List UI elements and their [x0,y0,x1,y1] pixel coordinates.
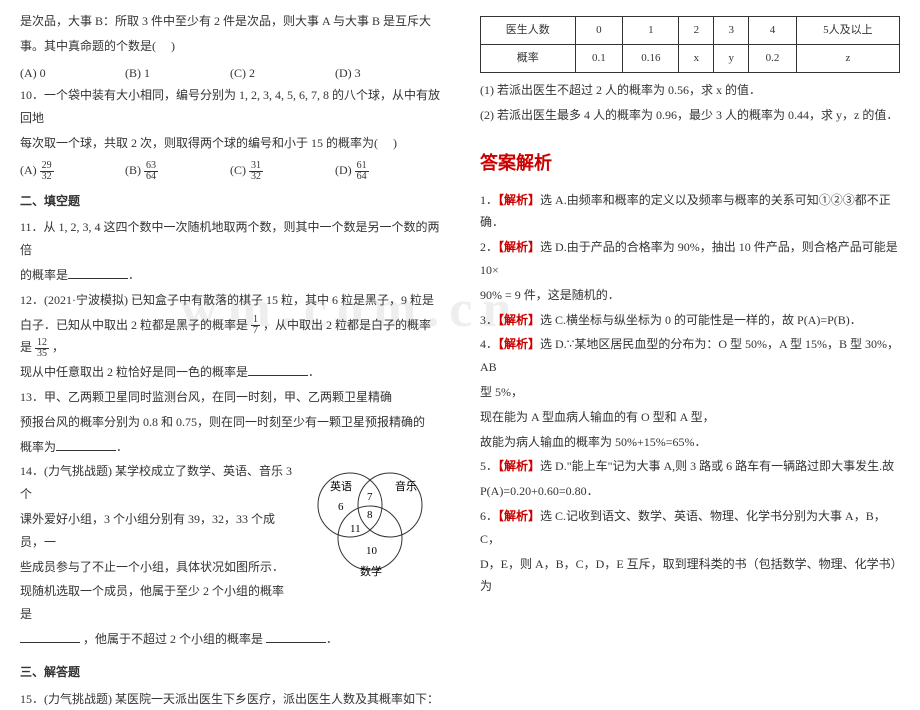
q-intro-line2: 事。其中真命题的个数是( ) [20,35,440,58]
q15-sub1: (1) 若派出医生不超过 2 人的概率为 0.56，求 x 的值． [480,79,900,102]
venn-diagram: 英语 音乐 数学 6 7 8 11 10 [300,460,440,580]
table-cell: 5人及以上 [796,17,899,45]
q10-options: (A) 2932 (B) 6364 (C) 3132 (D) 6164 [20,159,440,182]
q13-line2: 预报台风的概率分别为 0.8 和 0.75，则在同一时刻至少有一颗卫星预报精确的 [20,411,440,434]
q10-line1: 10．一个袋中装有大小相同，编号分别为 1, 2, 3, 4, 5, 6, 7,… [20,84,440,130]
answer-4-l4: 故能为病人输血的概率为 50%+15%=65%． [480,431,900,454]
table-cell: 1 [623,17,679,45]
svg-text:10: 10 [366,545,378,557]
left-column: 是次品，大事 B：所取 3 件中至少有 2 件是次品，则大事 A 与大事 B 是… [0,0,460,651]
venn-label-right: 音乐 [395,479,417,493]
q13-line1: 13．甲、乙两颗卫星同时监测台风，在同一时刻，甲、乙两颗卫星精确 [20,386,440,409]
answer-1: 1．【解析】选 A.由频率和概率的定义以及频率与概率的关系可知①②③都不正确． [480,189,900,235]
blank-field [20,629,80,643]
answer-4-l2: 型 5%， [480,381,900,404]
option-a: (A) 0 [20,62,125,85]
blank-field [266,629,326,643]
fill-blank-header: 二、填空题 [20,190,440,213]
table-cell: x [679,44,714,72]
blank-field [68,265,128,279]
q10-opt-b: (B) 6364 [125,159,230,182]
q10-c-label: (C) [230,163,246,177]
svg-text:8: 8 [367,509,373,521]
answer-header: 答案解析 [480,146,900,180]
table-row: 概率 0.1 0.16 x y 0.2 z [481,44,900,72]
table-cell: 医生人数 [481,17,576,45]
answer-4-l1: 4．【解析】选 D.∵某地区居民血型的分布为：O 型 50%，A 型 15%，B… [480,333,900,379]
q11-line2: 的概率是． [20,264,440,287]
table-cell: y [714,44,749,72]
q10-opt-d: (D) 6164 [335,159,440,182]
fraction: 1235 [35,338,49,359]
q10-opt-a: (A) 2932 [20,159,125,182]
q14-block: 英语 音乐 数学 6 7 8 11 10 14．(力气挑战题) 某学校成立了数学… [20,460,440,652]
option-d: (D) 3 [335,62,440,85]
venn-label-left: 英语 [330,479,352,493]
q10-a-label: (A) [20,163,37,177]
table-cell: z [796,44,899,72]
q10-b-label: (B) [125,163,141,177]
answer-2-l2: 90% = 9 件，这是随机的． [480,284,900,307]
q15-sub2: (2) 若派出医生最多 4 人的概率为 0.96，最少 3 人的概率为 0.44… [480,104,900,127]
answer-2-l1: 2．【解析】选 D.由于产品的合格率为 90%，抽出 10 件产品，则合格产品可… [480,236,900,282]
answer-5-l2: P(A)=0.20+0.60=0.80． [480,480,900,503]
answer-6-l1: 6．【解析】选 C.记收到语文、数学、英语、物理、化学书分别为大事 A，B，C， [480,505,900,551]
q-options-row: (A) 0 (B) 1 (C) 2 (D) 3 [20,62,440,85]
svg-text:11: 11 [350,523,361,535]
svg-text:6: 6 [338,501,344,513]
table-row: 医生人数 0 1 2 3 4 5人及以上 [481,17,900,45]
q12-line3: 现从中任意取出 2 粒恰好是同一色的概率是． [20,361,440,384]
table-cell: 2 [679,17,714,45]
fraction: 2932 [40,161,54,182]
answer-3: 3．【解析】选 C.横坐标与纵坐标为 0 的可能性是一样的，故 P(A)=P(B… [480,309,900,332]
q12-line2: 白子．已知从中取出 2 粒都是黑子的概率是 17 ，从中取出 2 粒都是白子的概… [20,314,440,360]
solve-header: 三、解答题 [20,661,440,684]
q14-line5: ，他属于不超过 2 个小组的概率是 ． [20,628,440,651]
doctor-table: 医生人数 0 1 2 3 4 5人及以上 概率 0.1 0.16 x y 0.2… [480,16,900,73]
answer-4-l3: 现在能为 A 型血病人输血的有 O 型和 A 型， [480,406,900,429]
table-cell: 0.2 [749,44,797,72]
blank-field [248,362,308,376]
table-cell: 3 [714,17,749,45]
q10-line2: 每次取一个球，共取 2 次，则取得两个球的编号和小于 15 的概率为( ) [20,132,440,155]
table-cell: 4 [749,17,797,45]
q15-line1: 15．(力气挑战题) 某医院一天派出医生下乡医疗，派出医生人数及其概率如下： [20,688,440,710]
fraction: 3132 [249,161,263,182]
q10-opt-c: (C) 3132 [230,159,335,182]
option-c: (C) 2 [230,62,335,85]
q10-d-label: (D) [335,163,352,177]
q14-line4: 现随机选取一个成员，他属于至少 2 个小组的概率是 [20,580,440,626]
fraction: 6164 [355,161,369,182]
answer-6-l2: D，E，则 A，B，C，D，E 互斥，取到理科类的书（包括数学、物理、化学书）为 [480,553,900,599]
svg-text:7: 7 [367,491,373,503]
q-intro-line1: 是次品，大事 B：所取 3 件中至少有 2 件是次品，则大事 A 与大事 B 是… [20,10,440,33]
q11-line1: 11．从 1, 2, 3, 4 这四个数中一次随机地取两个数，则其中一个数是另一… [20,216,440,262]
table-cell: 0.1 [575,44,623,72]
option-b: (B) 1 [125,62,230,85]
fraction: 17 [251,315,260,336]
fraction: 6364 [144,161,158,182]
right-column: 医生人数 0 1 2 3 4 5人及以上 概率 0.1 0.16 x y 0.2… [460,0,920,651]
blank-field [56,437,116,451]
answer-5-l1: 5．【解析】选 D."能上车"记为大事 A,则 3 路或 6 路车有一辆路过即大… [480,455,900,478]
table-cell: 0.16 [623,44,679,72]
q13-line3: 概率为． [20,436,440,459]
table-cell: 0 [575,17,623,45]
venn-label-bottom: 数学 [360,564,382,578]
table-cell: 概率 [481,44,576,72]
q12-line1: 12．(2021·宁波模拟) 已知盒子中有散落的棋子 15 粒，其中 6 粒是黑… [20,289,440,312]
